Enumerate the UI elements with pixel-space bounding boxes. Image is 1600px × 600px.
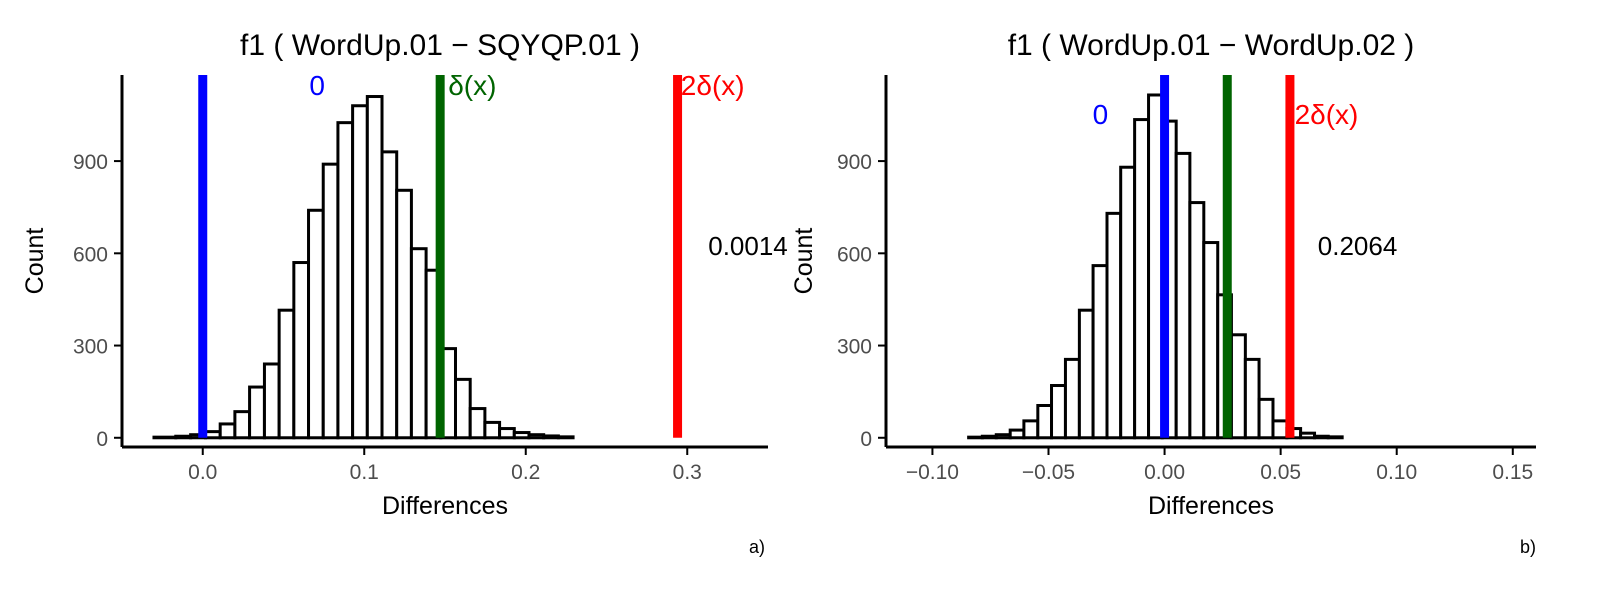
histogram-bar xyxy=(1313,434,1330,440)
chart-title: f1 ( WordUp.01 − SQYQP.01 ) xyxy=(240,29,640,62)
x-tick-label: 0.05 xyxy=(1260,461,1301,484)
histogram-bar xyxy=(1050,384,1067,440)
y-tick-label: 600 xyxy=(837,243,872,266)
histogram-bar xyxy=(1105,211,1123,440)
x-tick-label: 0.3 xyxy=(673,461,702,484)
histogram-bar xyxy=(453,377,472,440)
histogram-bar xyxy=(218,422,237,440)
panel-label: b) xyxy=(1520,537,1536,557)
histogram-bar xyxy=(152,435,178,440)
histogram-bar xyxy=(512,431,531,440)
reference-line-label: 2δ(x) xyxy=(1295,99,1359,130)
histogram-bar xyxy=(527,433,546,440)
histogram-bar xyxy=(980,434,998,440)
x-tick-label: 0.00 xyxy=(1144,461,1185,484)
histogram-bar xyxy=(1036,403,1054,440)
histogram-bar xyxy=(307,208,325,440)
y-tick-label: 900 xyxy=(73,151,108,174)
histogram-bar xyxy=(1243,357,1261,440)
x-tick-label: 0.0 xyxy=(188,461,217,484)
histogram-bar xyxy=(967,435,984,440)
histogram-bar xyxy=(1022,419,1040,440)
histogram-bar xyxy=(1119,165,1137,440)
histogram-bar xyxy=(1091,264,1109,440)
histogram-bar xyxy=(1299,431,1317,440)
chart-title: f1 ( WordUp.01 − WordUp.02 ) xyxy=(1008,29,1415,62)
histogram-bar xyxy=(409,247,428,440)
histogram-bar xyxy=(262,362,281,440)
y-tick-label: 600 xyxy=(73,243,108,266)
reference-line-label: 0 xyxy=(1093,99,1109,130)
x-axis-title: Differences xyxy=(382,492,508,520)
y-tick-label: 0 xyxy=(96,428,108,451)
histogram-bar xyxy=(1188,201,1206,440)
histogram-bar xyxy=(1133,118,1151,440)
reference-line-label: 2δ(x) xyxy=(681,70,745,101)
histogram-bar xyxy=(1326,435,1344,440)
histogram-bar xyxy=(1257,397,1275,440)
histogram-bar xyxy=(380,150,399,440)
histogram-bar xyxy=(321,162,340,440)
y-tick-label: 300 xyxy=(837,336,872,359)
p-value-annotation: 0.0014 xyxy=(708,231,788,261)
histogram-bar xyxy=(468,407,487,440)
histogram-bar xyxy=(1077,308,1095,440)
histogram-bar xyxy=(994,433,1012,440)
histogram-bar xyxy=(351,104,369,440)
histogram-bar xyxy=(1202,241,1220,440)
histogram-panel-b: f1 ( WordUp.01 − WordUp.02 ) 0 2δ(x) 0.2064… xyxy=(790,29,1536,557)
histogram-bar xyxy=(1229,333,1247,440)
histogram-bar xyxy=(292,261,311,440)
x-tick-label: 0.2 xyxy=(511,461,540,484)
histogram-bar xyxy=(483,420,502,440)
x-tick-label: −0.05 xyxy=(1022,461,1075,484)
histogram-bar xyxy=(498,427,516,440)
y-tick-label: 0 xyxy=(860,428,872,451)
y-tick-label: 300 xyxy=(73,336,108,359)
histogram-bar xyxy=(1063,357,1081,440)
reference-line-label: δ(x) xyxy=(448,70,496,101)
histogram-bar xyxy=(1271,419,1289,440)
x-tick-label: 0.15 xyxy=(1492,461,1533,484)
x-axis-title: Differences xyxy=(1148,492,1274,520)
x-tick-label: 0.10 xyxy=(1376,461,1417,484)
reference-line-label: 0 xyxy=(309,70,325,101)
histogram-bar xyxy=(277,308,296,440)
histogram-bar xyxy=(203,430,222,440)
panel-label: a) xyxy=(749,537,765,557)
histogram-bar xyxy=(1174,151,1192,440)
p-value-annotation: 0.2064 xyxy=(1318,231,1398,261)
x-tick-label: 0.1 xyxy=(350,461,379,484)
histogram-panel-a: f1 ( WordUp.01 − SQYQP.01 ) 0 δ(x) 2δ(x) 0.0… xyxy=(21,29,788,557)
x-tick-label: −0.10 xyxy=(906,461,959,484)
histogram-bar xyxy=(248,385,266,440)
y-tick-label: 900 xyxy=(837,151,872,174)
histogram-bar xyxy=(233,410,252,440)
histogram-bar xyxy=(556,435,575,440)
histogram-bar xyxy=(174,434,193,440)
histogram-bar xyxy=(336,121,355,440)
histogram-bar xyxy=(395,188,413,440)
histogram-bar xyxy=(365,95,384,440)
histogram-bars xyxy=(152,95,575,440)
histogram-bar xyxy=(542,434,560,440)
y-axis-title: Count xyxy=(21,228,49,295)
histogram-bar xyxy=(1008,428,1026,440)
y-axis-title: Count xyxy=(790,228,818,295)
